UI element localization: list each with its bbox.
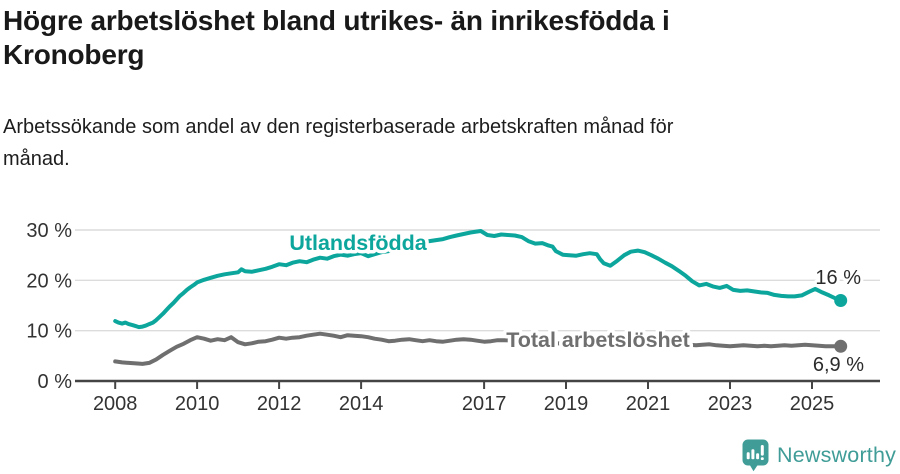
x-axis-tick-label: 2012 [257, 393, 302, 415]
chart-subtitle-line1: Arbetssökande som andel av den registerb… [3, 116, 674, 138]
series-line-total [113, 331, 843, 366]
end-value-label-utlandsfodda: 16 % [815, 267, 861, 289]
series-group [113, 229, 843, 366]
axis-group: 2008 2010 2012 2014 2017 2019 2021 2023 2025 [75, 379, 880, 415]
newsworthy-logo[interactable]: Newsworthy [742, 439, 896, 472]
end-dot-total [834, 339, 848, 353]
x-axis-tick-label: 2008 [93, 393, 138, 415]
end-value-label-total: 6,9 % [813, 354, 864, 376]
gridlines-group: 0 % 10 % 20 % 30 % [26, 220, 880, 393]
newsworthy-icon [742, 439, 769, 472]
series-label-total: Total arbetslöshet [506, 328, 690, 352]
y-axis-tick-label: 0 % [38, 371, 73, 393]
page-title: Högre arbetslöshet bland utrikes- än inr… [3, 4, 883, 72]
y-axis-tick-label: 10 % [26, 321, 72, 343]
y-axis-tick-label: 20 % [26, 270, 72, 292]
x-axis-tick-label: 2025 [790, 393, 835, 415]
page-title-line1: Högre arbetslöshet bland utrikes- än inr… [3, 5, 670, 36]
chart-subtitle-line2: månad. [3, 148, 70, 170]
series-line-utlandsfodda [113, 229, 843, 330]
x-axis-tick-label: 2017 [462, 393, 507, 415]
x-axis-tick-label: 2021 [626, 393, 671, 415]
page-title-line2: Kronoberg [3, 39, 145, 70]
end-dot-utlandsfodda [834, 294, 848, 307]
x-axis-tick-label: 2019 [544, 393, 589, 415]
x-axis-tick-label: 2023 [708, 393, 753, 415]
newsworthy-wordmark: Newsworthy [777, 443, 897, 467]
chart-subtitle: Arbetssökande som andel av den registerb… [3, 111, 883, 175]
x-axis-tick-label: 2010 [175, 393, 220, 415]
y-axis-tick-label: 30 % [26, 220, 72, 242]
x-axis-tick-label: 2014 [339, 393, 384, 415]
end-dots-group [834, 294, 848, 353]
series-label-utlandsfodda: Utlandsfödda [289, 231, 427, 255]
